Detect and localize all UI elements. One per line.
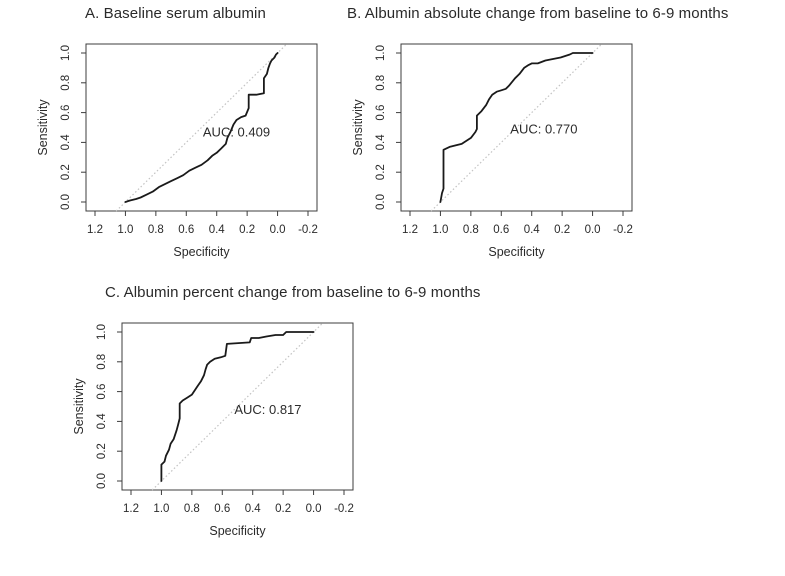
- x-tick-label: -0.2: [298, 224, 318, 236]
- roc-plot-b: 1.2 1.0 0.8 0.6 0.4 0.2 0.0 -0.2 0.0 0.2 0.4 0.6 0.8…: [351, 43, 633, 259]
- chance-line: [115, 43, 288, 212]
- panel-a-title: A. Baseline serum albumin: [85, 5, 266, 22]
- x-tick-label: 0.2: [275, 503, 291, 515]
- y-tick-label: 0.8: [96, 354, 108, 370]
- y-tick-label: 0.4: [375, 134, 387, 151]
- x-tick-label: 1.0: [432, 224, 448, 236]
- auc-label: AUC: 0.817: [234, 402, 301, 417]
- y-tick-label: 0.6: [375, 105, 387, 121]
- auc-label: AUC: 0.409: [203, 124, 270, 139]
- x-tick-label: 0.6: [214, 503, 230, 515]
- x-tick-label: 0.0: [306, 503, 322, 515]
- y-tick-label: 1.0: [60, 45, 72, 61]
- x-axis-label: Specificity: [488, 245, 545, 259]
- y-tick-label: 1.0: [96, 324, 108, 340]
- y-tick-label: 0.8: [375, 75, 387, 91]
- x-tick-label: 1.2: [87, 224, 103, 236]
- y-tick-label: 0.6: [96, 384, 108, 400]
- x-tick-label: 0.6: [178, 224, 194, 236]
- x-tick-label: 1.2: [402, 224, 418, 236]
- roc-plot-c: 1.2 1.0 0.8 0.6 0.4 0.2 0.0 -0.2 0.0 0.2 0.4 0.6 0.8…: [72, 322, 354, 538]
- roc-curve: [124, 52, 279, 203]
- x-tick-label: 0.4: [245, 503, 262, 515]
- y-tick-label: 0.4: [96, 413, 108, 430]
- x-tick-label: 0.2: [239, 224, 255, 236]
- y-tick-label: 0.2: [96, 443, 108, 459]
- y-axis-label: Sensitivity: [351, 99, 365, 156]
- x-tick-label: 0.4: [524, 224, 541, 236]
- panel-b-title: B. Albumin absolute change from baseline…: [347, 5, 729, 22]
- plot-box: [85, 43, 318, 212]
- roc-curve: [439, 52, 594, 203]
- x-tick-label: 0.6: [493, 224, 509, 236]
- x-axis-label: Specificity: [173, 245, 230, 259]
- y-tick-label: 1.0: [375, 45, 387, 61]
- roc-panel-c: C. Albumin percent change from baseline …: [66, 279, 480, 551]
- y-tick-label: 0.6: [60, 105, 72, 121]
- plot-box: [121, 322, 354, 491]
- auc-label: AUC: 0.770: [510, 121, 577, 136]
- y-axis-label: Sensitivity: [36, 99, 50, 156]
- x-tick-label: 0.8: [463, 224, 479, 236]
- roc-curve: [160, 331, 315, 482]
- roc-plot-a: 1.2 1.0 0.8 0.6 0.4 0.2 0.0 -0.2 0.0 0.2 0.4 0.6 0.8…: [36, 43, 318, 259]
- y-tick-label: 0.0: [60, 194, 72, 210]
- x-tick-label: 0.0: [270, 224, 286, 236]
- y-tick-label: 0.2: [375, 164, 387, 180]
- plot-box: [400, 43, 633, 212]
- y-axis-label: Sensitivity: [72, 378, 86, 435]
- x-tick-label: 0.2: [554, 224, 570, 236]
- x-tick-label: -0.2: [334, 503, 354, 515]
- x-tick-label: 0.0: [585, 224, 601, 236]
- panel-c-title: C. Albumin percent change from baseline …: [105, 284, 481, 301]
- y-tick-label: 0.8: [60, 75, 72, 91]
- x-tick-label: 1.2: [123, 503, 139, 515]
- roc-panel-b: B. Albumin absolute change from baseline…: [345, 0, 728, 272]
- y-tick-label: 0.4: [60, 134, 72, 151]
- x-axis-label: Specificity: [209, 524, 266, 538]
- x-tick-label: 0.4: [209, 224, 226, 236]
- y-tick-label: 0.2: [60, 164, 72, 180]
- x-tick-label: -0.2: [613, 224, 633, 236]
- y-tick-label: 0.0: [96, 473, 108, 489]
- y-tick-label: 0.0: [375, 194, 387, 210]
- x-tick-label: 0.8: [184, 503, 200, 515]
- chance-line: [151, 322, 324, 491]
- x-tick-label: 1.0: [117, 224, 133, 236]
- roc-panel-a: A. Baseline serum albumin 1.2 1.0 0.8 0.6 0.…: [30, 0, 360, 272]
- x-tick-label: 0.8: [148, 224, 164, 236]
- x-tick-label: 1.0: [153, 503, 169, 515]
- chance-line: [430, 43, 603, 212]
